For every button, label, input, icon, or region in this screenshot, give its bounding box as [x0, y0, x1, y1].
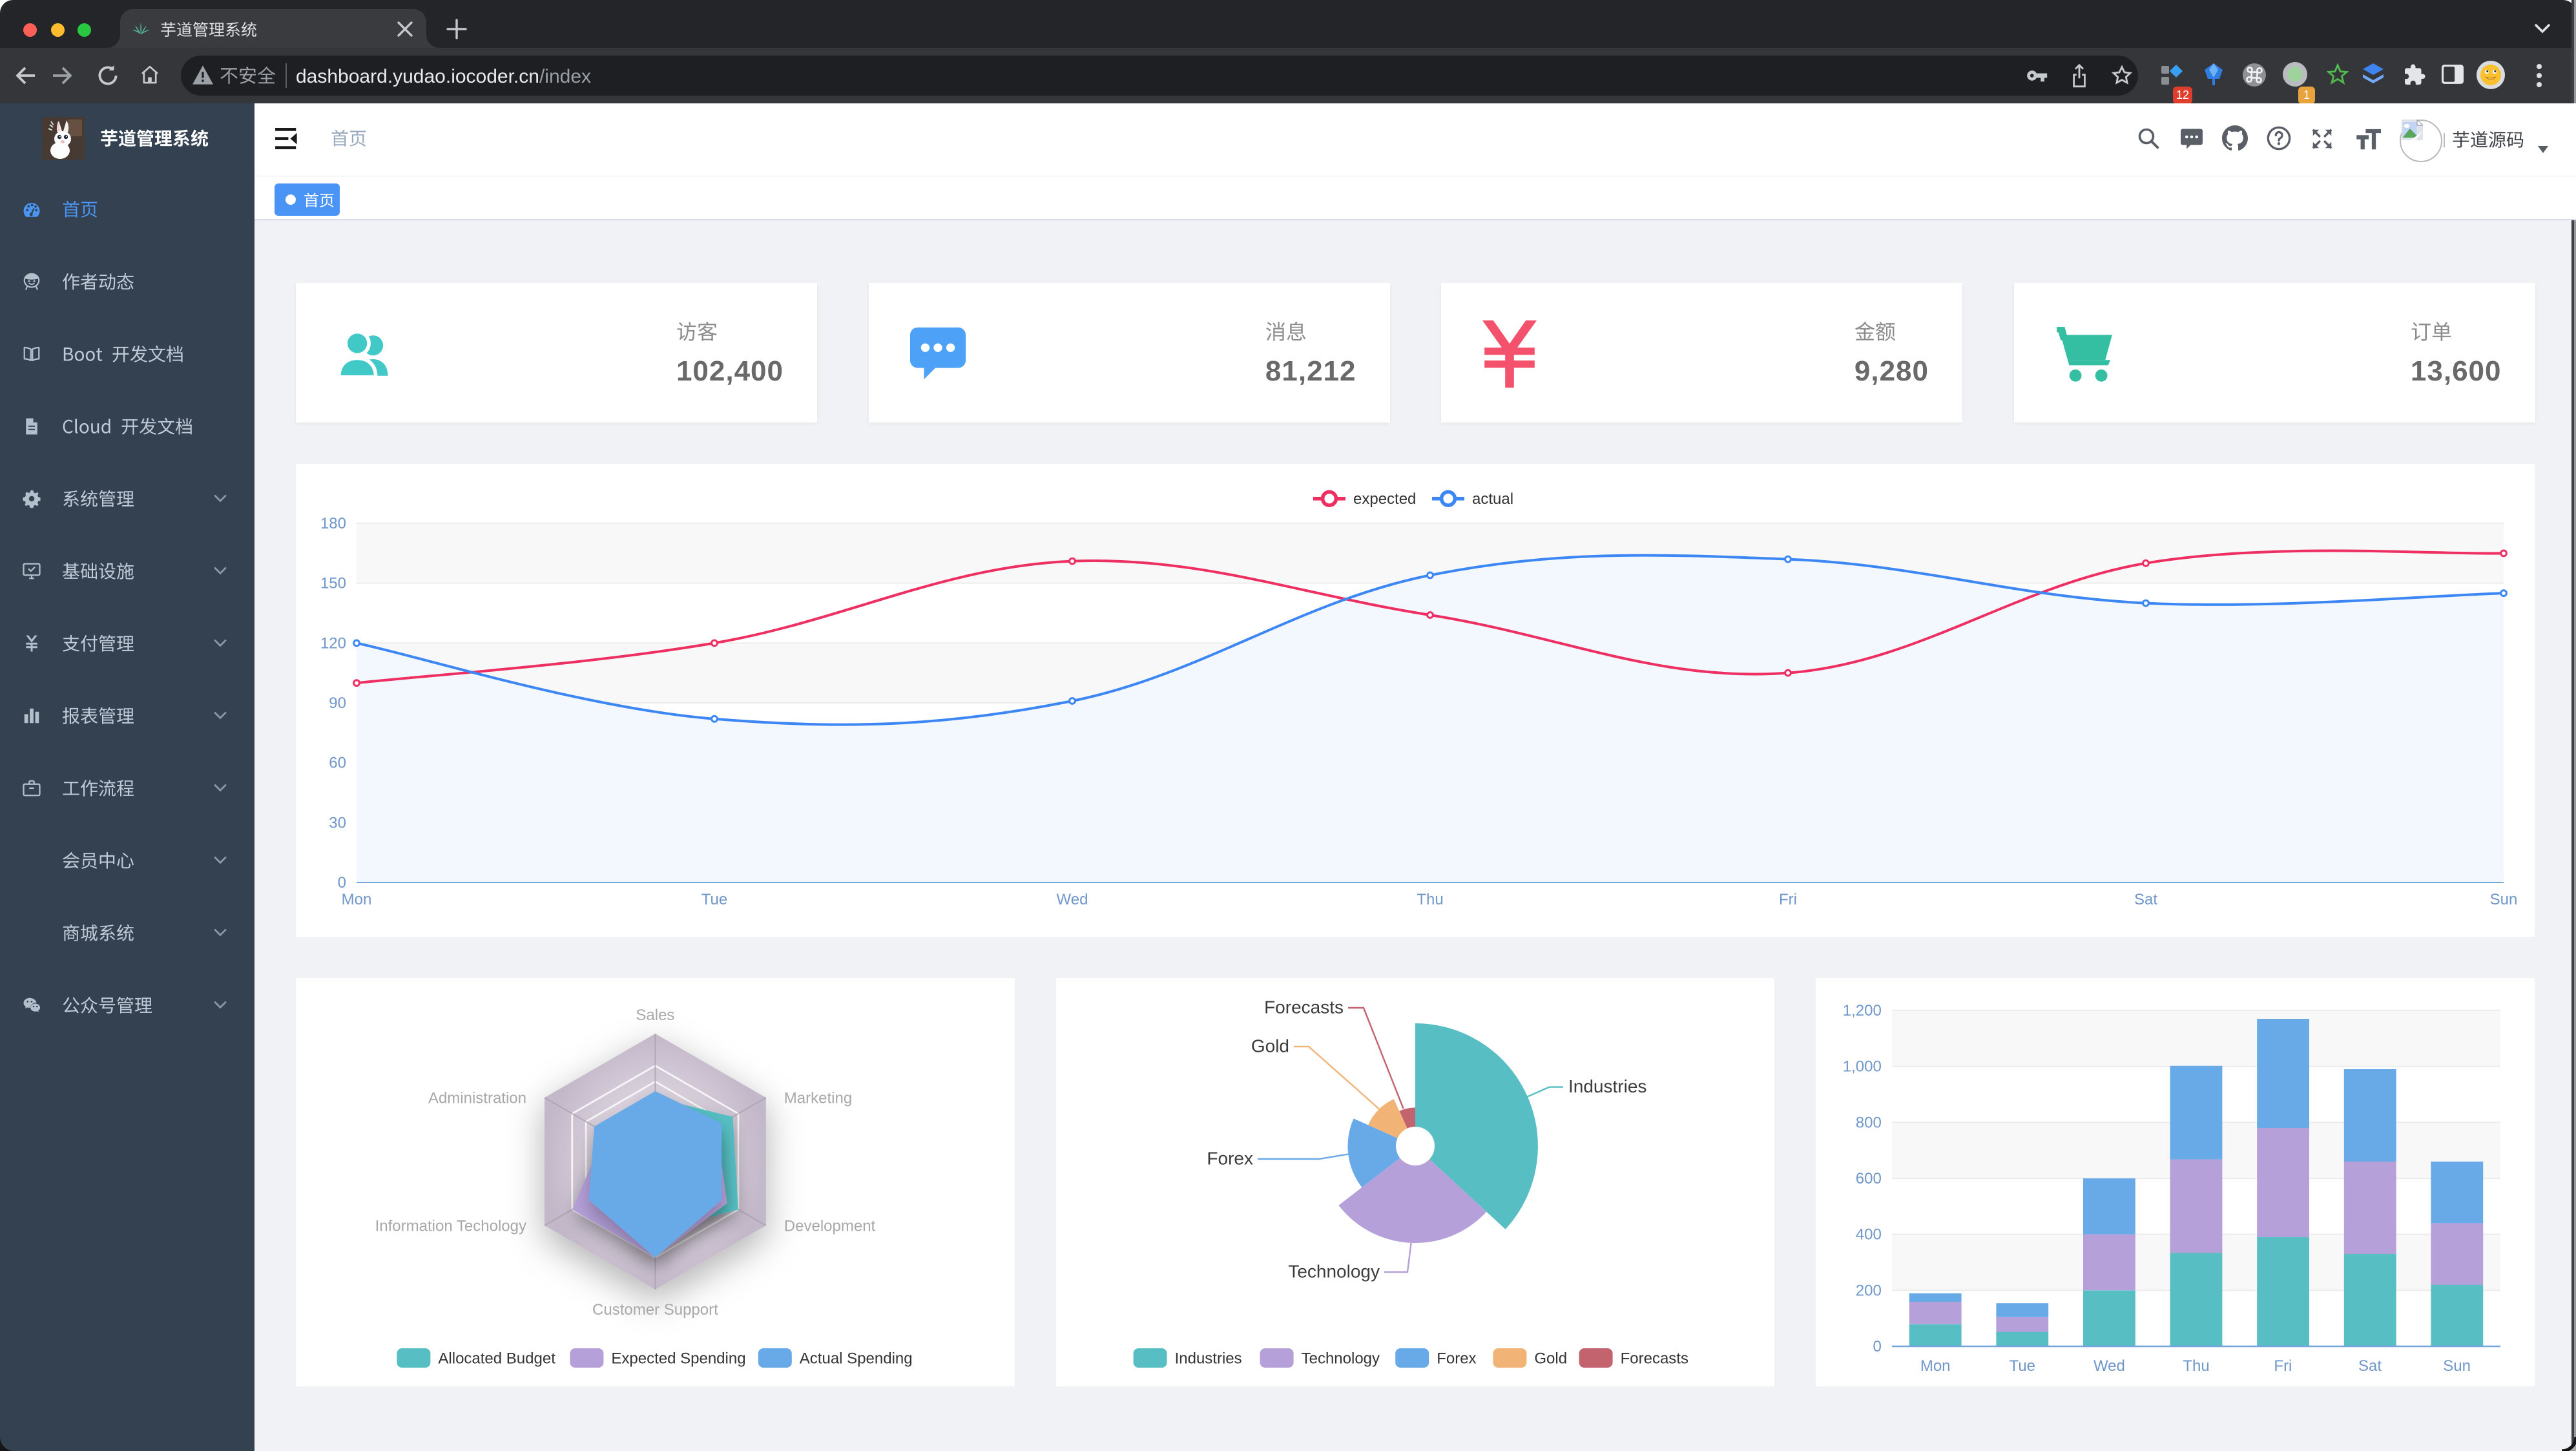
- svg-text:Expected Spending: Expected Spending: [611, 1350, 745, 1367]
- svg-text:Actual Spending: Actual Spending: [800, 1350, 913, 1367]
- svg-text:Gold: Gold: [1534, 1350, 1567, 1367]
- svg-text:Technology: Technology: [1288, 1261, 1380, 1281]
- svg-text:Fri: Fri: [1779, 891, 1797, 908]
- svg-text:Development: Development: [784, 1217, 876, 1235]
- svg-text:Fri: Fri: [2274, 1357, 2292, 1375]
- svg-text:Forecasts: Forecasts: [1621, 1350, 1688, 1367]
- svg-text:Forecasts: Forecasts: [1264, 997, 1344, 1017]
- svg-text:0: 0: [338, 874, 346, 892]
- svg-text:Sat: Sat: [2358, 1357, 2382, 1375]
- svg-text:200: 200: [1856, 1282, 1882, 1299]
- svg-text:Gold: Gold: [1251, 1036, 1289, 1056]
- svg-text:Customer Support: Customer Support: [592, 1301, 718, 1319]
- svg-text:800: 800: [1856, 1114, 1882, 1131]
- svg-text:Technology: Technology: [1302, 1350, 1380, 1367]
- svg-text:Sat: Sat: [2134, 891, 2157, 908]
- svg-text:600: 600: [1856, 1170, 1882, 1187]
- svg-text:Industries: Industries: [1175, 1350, 1242, 1367]
- svg-text:actual: actual: [1472, 490, 1513, 508]
- svg-text:30: 30: [329, 814, 346, 831]
- svg-text:Sales: Sales: [636, 1007, 674, 1024]
- svg-text:180: 180: [320, 515, 346, 532]
- svg-text:60: 60: [329, 755, 346, 772]
- svg-text:400: 400: [1856, 1226, 1882, 1244]
- svg-text:1,000: 1,000: [1843, 1058, 1882, 1076]
- svg-text:120: 120: [320, 634, 346, 652]
- svg-text:Industries: Industries: [1568, 1076, 1646, 1096]
- svg-text:Tue: Tue: [2010, 1357, 2035, 1375]
- svg-text:Thu: Thu: [1417, 891, 1443, 908]
- svg-text:Forex: Forex: [1437, 1350, 1476, 1367]
- svg-text:Thu: Thu: [2183, 1357, 2209, 1375]
- svg-text:Sun: Sun: [2490, 891, 2518, 908]
- svg-text:Wed: Wed: [1057, 891, 1088, 908]
- svg-text:Sun: Sun: [2443, 1357, 2471, 1375]
- svg-text:1,200: 1,200: [1843, 1002, 1882, 1019]
- svg-text:0: 0: [1873, 1338, 1881, 1355]
- svg-text:Tue: Tue: [701, 891, 727, 908]
- svg-text:Forex: Forex: [1207, 1148, 1253, 1168]
- svg-text:150: 150: [320, 575, 346, 592]
- svg-text:Wed: Wed: [2093, 1357, 2125, 1375]
- svg-text:Allocated Budget: Allocated Budget: [438, 1350, 556, 1367]
- svg-text:Marketing: Marketing: [784, 1089, 852, 1107]
- svg-text:90: 90: [329, 694, 346, 712]
- svg-text:Administration: Administration: [428, 1089, 526, 1107]
- svg-text:Mon: Mon: [1920, 1357, 1951, 1375]
- svg-text:Information Techology: Information Techology: [375, 1217, 526, 1235]
- svg-text:Mon: Mon: [342, 891, 372, 908]
- svg-text:expected: expected: [1353, 490, 1416, 508]
